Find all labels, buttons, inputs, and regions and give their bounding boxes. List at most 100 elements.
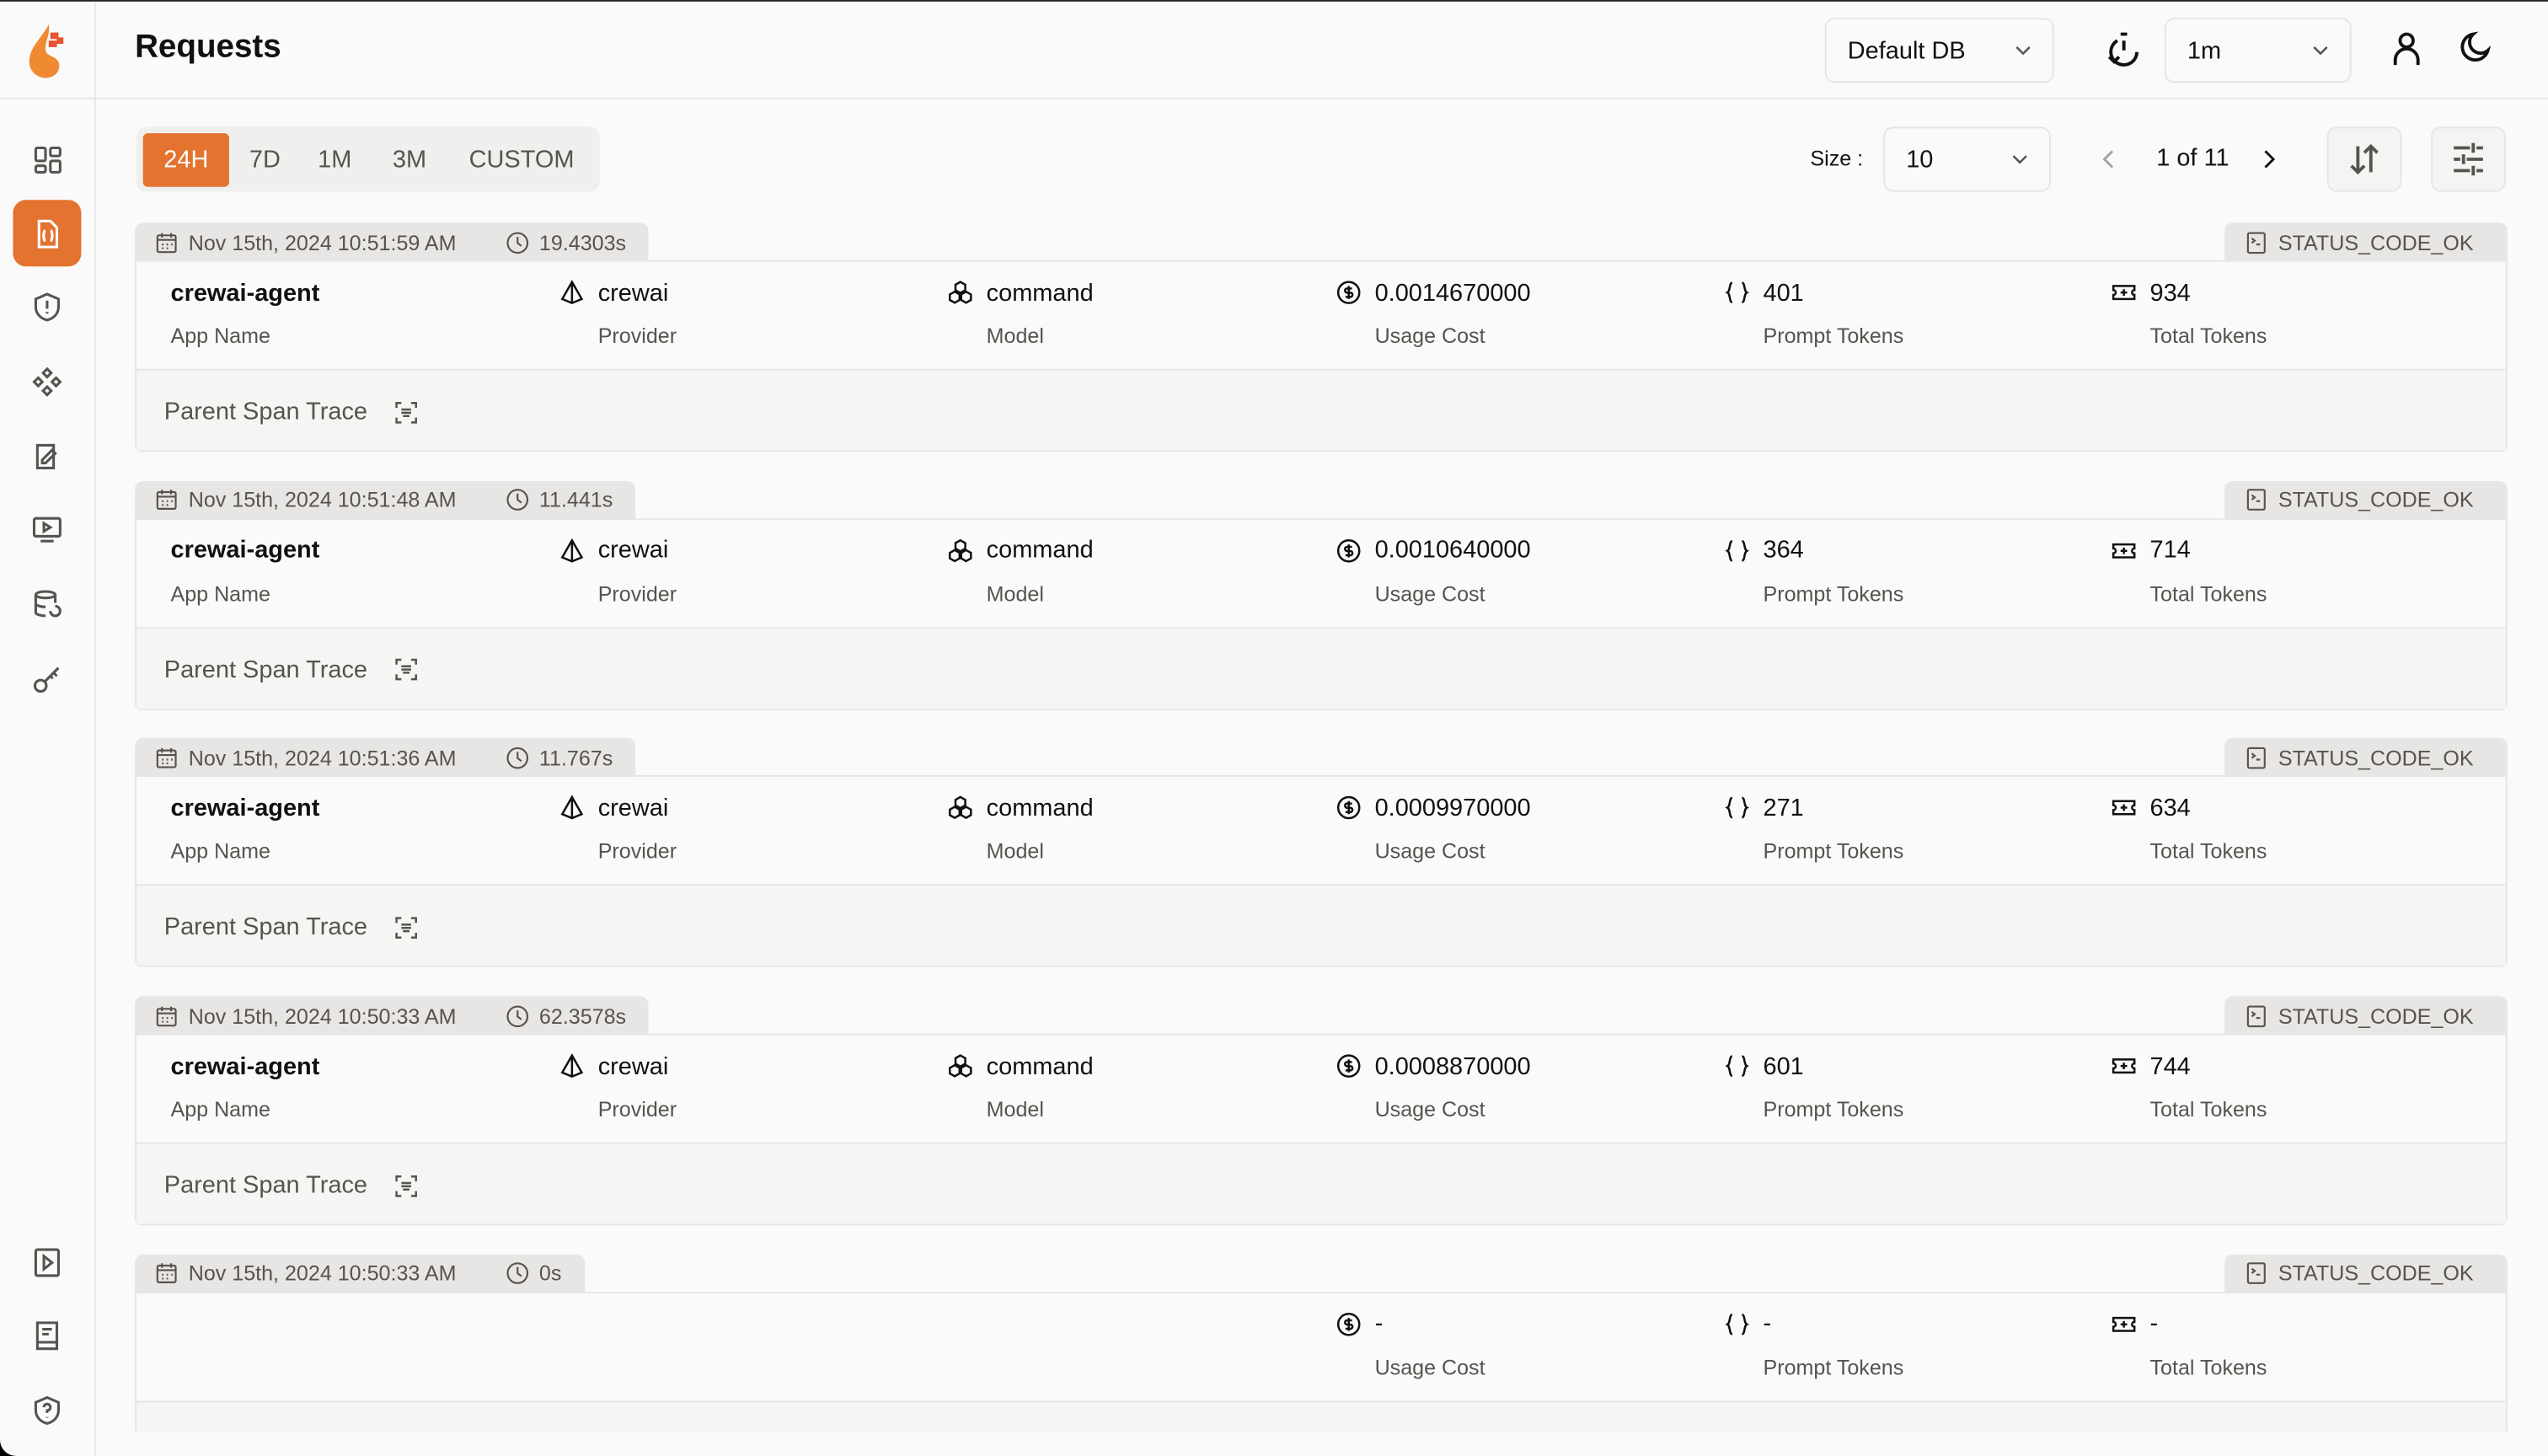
status-badge: STATUS_CODE_OK: [2224, 222, 2508, 262]
model-value: command: [986, 1052, 1094, 1080]
page-size-select[interactable]: 10: [1883, 126, 2051, 192]
openground-icon: [32, 516, 62, 542]
shield-alert-icon: [34, 292, 60, 321]
total-tokens-label: Total Tokens: [2149, 323, 2267, 348]
usage-cost-field: 0.0014670000 Usage Cost: [1336, 278, 1531, 348]
sort-button[interactable]: [2326, 126, 2402, 192]
trace-scan-icon[interactable]: [393, 1431, 420, 1432]
app-name-value: crewai-agent: [170, 1052, 320, 1080]
app-name-value: crewai-agent: [170, 536, 320, 565]
status-code: STATUS_CODE_OK: [2278, 1261, 2474, 1287]
tab-custom[interactable]: CUSTOM: [468, 146, 575, 174]
terminal-icon: [2246, 231, 2266, 254]
tab-24h[interactable]: 24H: [142, 133, 229, 187]
request-card[interactable]: crewai-agent App Name crewai Provider comman…: [135, 216, 2509, 452]
app-name-label: App Name: [170, 838, 270, 864]
logo-icon[interactable]: [23, 21, 72, 79]
next-page-chevron-icon[interactable]: [2259, 147, 2278, 170]
request-list: crewai-agent App Name crewai Provider comman…: [135, 216, 2509, 1432]
request-card[interactable]: crewai-agent App Name crewai Provider comman…: [135, 474, 2509, 710]
refresh-interval-select[interactable]: 1m: [2164, 18, 2352, 83]
dark-mode-moon-icon[interactable]: [2455, 31, 2492, 67]
request-duration: 11.441s: [538, 487, 613, 512]
dollar-icon: [1336, 1312, 1361, 1336]
sidebar-item-openground[interactable]: [13, 495, 81, 562]
user-icon[interactable]: [2389, 31, 2424, 67]
request-card[interactable]: crewai-agent App Name crewai Provider comman…: [135, 732, 2509, 968]
sidebar-item-shield-alert[interactable]: [13, 273, 81, 340]
provider-field: crewai Provider: [559, 1052, 677, 1121]
ticket-icon: [2112, 1316, 2136, 1332]
previous-page-chevron-icon[interactable]: [2100, 147, 2119, 170]
provider-label: Provider: [597, 1096, 677, 1121]
provider-icon: [560, 538, 584, 563]
refresh-timer-icon[interactable]: [2104, 31, 2143, 70]
request-card[interactable]: crewai-agent App Name crewai Provider comman…: [135, 990, 2509, 1226]
usage-cost-field: 0.0009970000 Usage Cost: [1336, 794, 1531, 864]
clock-icon: [506, 489, 528, 511]
usage-cost-field: - Usage Cost: [1336, 1309, 1485, 1379]
sidebar-item-video[interactable]: [13, 1228, 81, 1295]
terminal-icon: [2246, 1004, 2266, 1027]
model-value: command: [986, 794, 1094, 822]
prompt-icon: [35, 442, 57, 469]
clock-icon: [506, 231, 528, 254]
prompt-tokens-label: Prompt Tokens: [1763, 323, 1904, 348]
database-select[interactable]: Default DB: [1824, 18, 2054, 83]
request-meta-tab: Nov 15th, 2024 10:51:48 AM 11.441s: [135, 480, 636, 520]
trace-scan-icon[interactable]: [393, 399, 420, 425]
sidebar-item-request-file[interactable]: [13, 200, 82, 267]
request-file-icon: [37, 218, 59, 248]
total-tokens-value: 744: [2149, 1052, 2191, 1080]
model-label: Model: [986, 838, 1044, 864]
tab-7d[interactable]: 7D: [249, 146, 281, 174]
prompt-tokens-label: Prompt Tokens: [1763, 581, 1904, 606]
trace-scan-icon[interactable]: [393, 657, 420, 683]
trace-scan-icon[interactable]: [393, 1173, 420, 1199]
provider-value: crewai: [597, 1052, 669, 1080]
parent-span-trace-section: Parent Span Trace: [136, 1142, 2506, 1224]
request-duration: 19.4303s: [538, 229, 627, 254]
request-card[interactable]: - Usage Cost - Prompt Tokens - Total Tokens P…: [135, 1248, 2509, 1432]
braces-icon: [1725, 539, 1750, 562]
app-name-field: crewai-agent App Name: [170, 536, 319, 606]
calendar-icon: [156, 490, 177, 511]
sidebar-item-key[interactable]: [13, 645, 81, 712]
sidebar-item-database[interactable]: [13, 570, 81, 637]
trace-scan-icon[interactable]: [393, 915, 420, 941]
sidebar-item-dashboard[interactable]: [13, 125, 81, 191]
docs-icon: [35, 1320, 59, 1350]
divider: [0, 97, 96, 99]
prompt-tokens-label: Prompt Tokens: [1763, 1355, 1904, 1379]
app-name-field: crewai-agent App Name: [170, 794, 319, 864]
sidebar-item-components[interactable]: [13, 348, 81, 415]
page-size-value: 10: [1906, 145, 1934, 174]
prompt-tokens-label: Prompt Tokens: [1763, 838, 1904, 864]
total-tokens-value: 714: [2149, 536, 2191, 565]
tab-3m[interactable]: 3M: [392, 146, 427, 174]
dollar-icon: [1336, 538, 1361, 562]
request-meta-tab: Nov 15th, 2024 10:51:59 AM 19.4303s: [135, 222, 650, 262]
status-code: STATUS_CODE_OK: [2278, 229, 2474, 254]
sidebar-item-docs[interactable]: [13, 1302, 81, 1368]
sidebar-item-prompt[interactable]: [13, 422, 81, 489]
sidebar-item-shield-question[interactable]: [13, 1376, 81, 1443]
total-tokens-field: - Total Tokens: [2111, 1309, 2267, 1379]
clock-icon: [506, 1004, 528, 1027]
provider-field: crewai Provider: [559, 278, 677, 348]
total-tokens-field: 744 Total Tokens: [2111, 1052, 2267, 1121]
status-badge: STATUS_CODE_OK: [2224, 996, 2508, 1036]
usage-cost-label: Usage Cost: [1374, 1096, 1485, 1121]
ticket-icon: [2112, 285, 2136, 301]
status-badge: STATUS_CODE_OK: [2224, 480, 2508, 520]
app-name-label: App Name: [170, 323, 270, 348]
model-icon: [948, 1054, 972, 1078]
key-icon: [33, 666, 60, 693]
model-label: Model: [986, 581, 1044, 606]
request-meta-tab: Nov 15th, 2024 10:51:36 AM 11.767s: [135, 738, 636, 778]
request-timestamp: Nov 15th, 2024 10:51:48 AM: [188, 487, 457, 512]
clock-icon: [506, 747, 528, 769]
tab-1m[interactable]: 1M: [318, 146, 352, 174]
filter-settings-button[interactable]: [2431, 126, 2506, 192]
usage-cost-value: 0.0014670000: [1374, 278, 1531, 307]
